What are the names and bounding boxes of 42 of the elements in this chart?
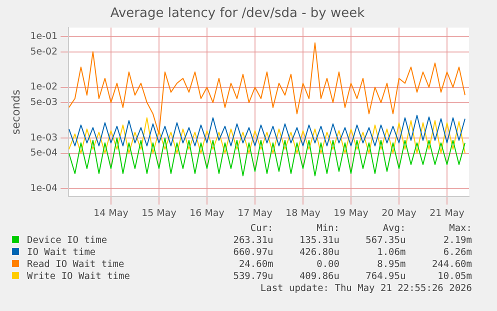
text: 24.60m bbox=[238, 258, 274, 270]
text: Max: bbox=[448, 222, 472, 234]
text: 764.95u bbox=[364, 270, 406, 282]
text: 135.31u bbox=[298, 234, 340, 246]
legend-label: Device IO time bbox=[26, 234, 108, 246]
x-tick-label: 19 May bbox=[334, 208, 369, 219]
text: 426.80u bbox=[298, 246, 340, 258]
x-tick-label: 17 May bbox=[238, 208, 273, 219]
y-tick-label: 1e-04 bbox=[30, 183, 58, 194]
y-tick-label: 5e-02 bbox=[30, 46, 58, 58]
y-axis-title: seconds bbox=[9, 89, 22, 135]
text: 567.35u bbox=[364, 234, 406, 246]
legend-label: Write IO Wait time bbox=[26, 270, 131, 282]
y-tick-label: 5e-03 bbox=[30, 97, 58, 108]
y-tick-label: 1e-01 bbox=[30, 31, 58, 42]
x-tick-label: 14 May bbox=[94, 208, 129, 219]
text: Last update: Thu May 21 22:55:26 2026 bbox=[259, 283, 472, 294]
text: Avg: bbox=[382, 222, 406, 234]
text: Min: bbox=[316, 222, 340, 234]
text: Cur: bbox=[249, 222, 274, 234]
legend-label: Read IO Wait time bbox=[26, 258, 126, 270]
text: 0.00 bbox=[316, 258, 340, 270]
text: 409.86u bbox=[298, 270, 340, 282]
text: 660.97u bbox=[232, 246, 274, 258]
text: 2.19m bbox=[442, 234, 472, 246]
text: 8.95m bbox=[376, 258, 406, 270]
text: 6.26m bbox=[442, 246, 472, 258]
x-tick-label: 15 May bbox=[142, 208, 177, 219]
x-tick-label: 20 May bbox=[382, 208, 417, 219]
text: 263.31u bbox=[232, 234, 274, 246]
text: 244.60m bbox=[430, 258, 472, 270]
text: 10.05m bbox=[436, 270, 472, 282]
y-tick-label: 1e-03 bbox=[30, 132, 58, 144]
y-tick-label: 5e-04 bbox=[30, 148, 58, 159]
legend-label: IO Wait time bbox=[26, 246, 97, 258]
x-tick-label: 16 May bbox=[190, 208, 225, 219]
text: 1.06m bbox=[376, 246, 406, 258]
text: 539.79u bbox=[232, 270, 274, 282]
x-tick-label: 18 May bbox=[286, 208, 321, 219]
chart-title: Average latency for /dev/sda - by week bbox=[110, 6, 366, 22]
y-tick-label: 1e-02 bbox=[30, 82, 58, 93]
x-tick-label: 21 May bbox=[430, 208, 465, 219]
